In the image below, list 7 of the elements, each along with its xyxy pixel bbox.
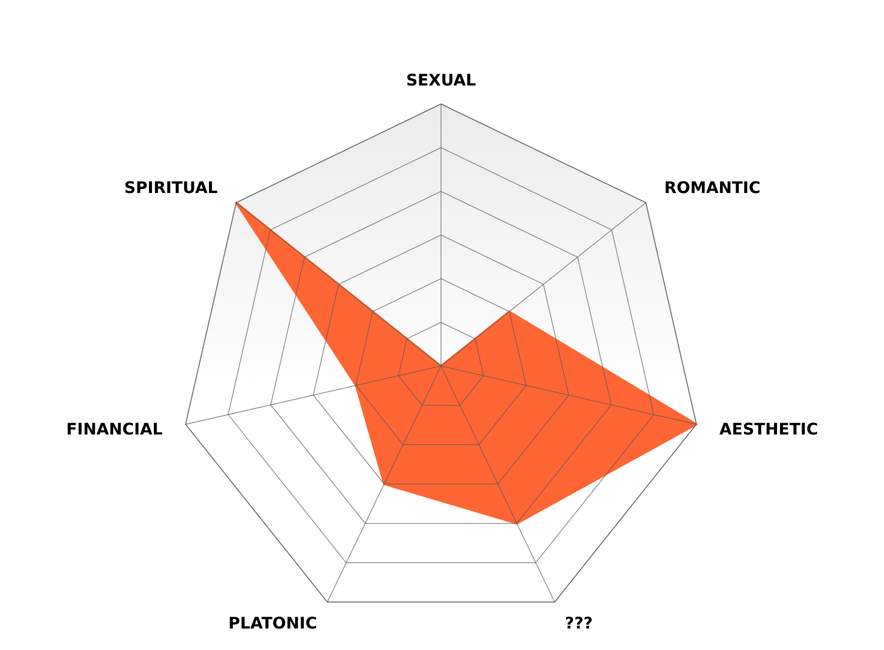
spoke-label: ???: [564, 613, 593, 632]
spoke-label: FINANCIAL: [66, 420, 163, 439]
spoke-label: SPIRITUAL: [124, 178, 218, 197]
spoke-label: PLATONIC: [228, 613, 318, 632]
spoke-label: ROMANTIC: [664, 178, 761, 197]
spoke-label: AESTHETIC: [719, 420, 818, 439]
spoke-label: SEXUAL: [406, 70, 476, 90]
